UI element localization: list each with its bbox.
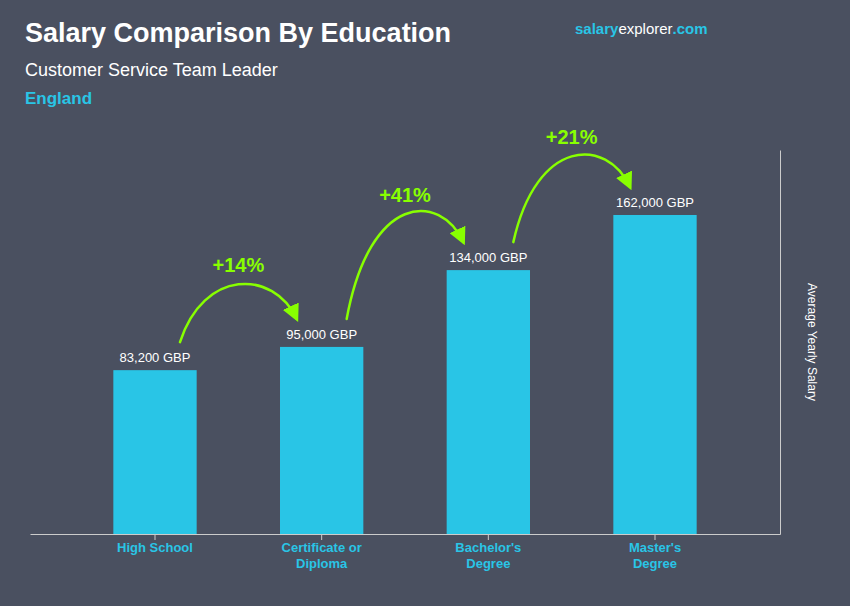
bars [113,215,696,534]
website-part: .com [673,20,708,37]
data-label: 162,000 GBP [616,195,694,210]
change-arrow [513,154,630,242]
data-label: 134,000 GBP [449,250,527,265]
website-part: explorer [618,20,672,37]
data-label: 83,200 GBP [120,350,191,365]
y-axis [780,151,781,535]
x-tick-label-line: Certificate or [282,540,362,555]
x-tick-label: Bachelor'sDegree [455,540,521,571]
x-tick: Master'sDegree [629,534,681,571]
bar [613,215,696,534]
subtitle: England [25,89,92,108]
bar [280,347,363,534]
x-tick-label-line: High School [117,540,193,555]
x-tick-label: Certificate orDiploma [282,540,362,571]
x-tick-mark [655,534,656,540]
y-axis-title: Average Yearly Salary [805,283,819,401]
x-tick-label-line: Degree [466,556,510,571]
change-arrow [347,211,464,319]
x-tick-label: Master'sDegree [629,540,681,571]
x-axis-line [31,534,781,535]
annotation: +14% [212,254,264,276]
y-axis-line [780,151,781,535]
x-tick: Bachelor'sDegree [455,534,521,571]
subtitle: Customer Service Team Leader [25,60,278,80]
x-tick-label: High School [117,540,193,555]
x-tick-label-line: Degree [633,556,677,571]
website-part: salary [575,20,619,37]
chart: Salary Comparison By Education Customer S… [0,0,850,606]
x-tick-label-line: Diploma [296,556,348,571]
bar [447,270,530,534]
plot: High School Certificate orDiploma Bachelor… [31,126,781,570]
x-tick-label-line: Master's [629,540,681,555]
x-tick-mark [488,534,489,540]
x-axis: High School Certificate orDiploma Bachelor… [31,534,781,571]
x-tick-label-line: Bachelor's [455,540,521,555]
annotation: +41% [379,184,431,206]
x-tick: High School [117,534,193,555]
x-tick-mark [321,534,322,540]
x-tick: Certificate orDiploma [282,534,362,571]
x-tick-mark [155,534,156,540]
data-label: 95,000 GBP [286,327,357,342]
bar [113,370,196,534]
change-arrow [180,284,297,342]
title: Salary Comparison By Education [25,18,451,48]
annotation: +21% [546,126,598,148]
website: salaryexplorer.com [575,20,708,37]
